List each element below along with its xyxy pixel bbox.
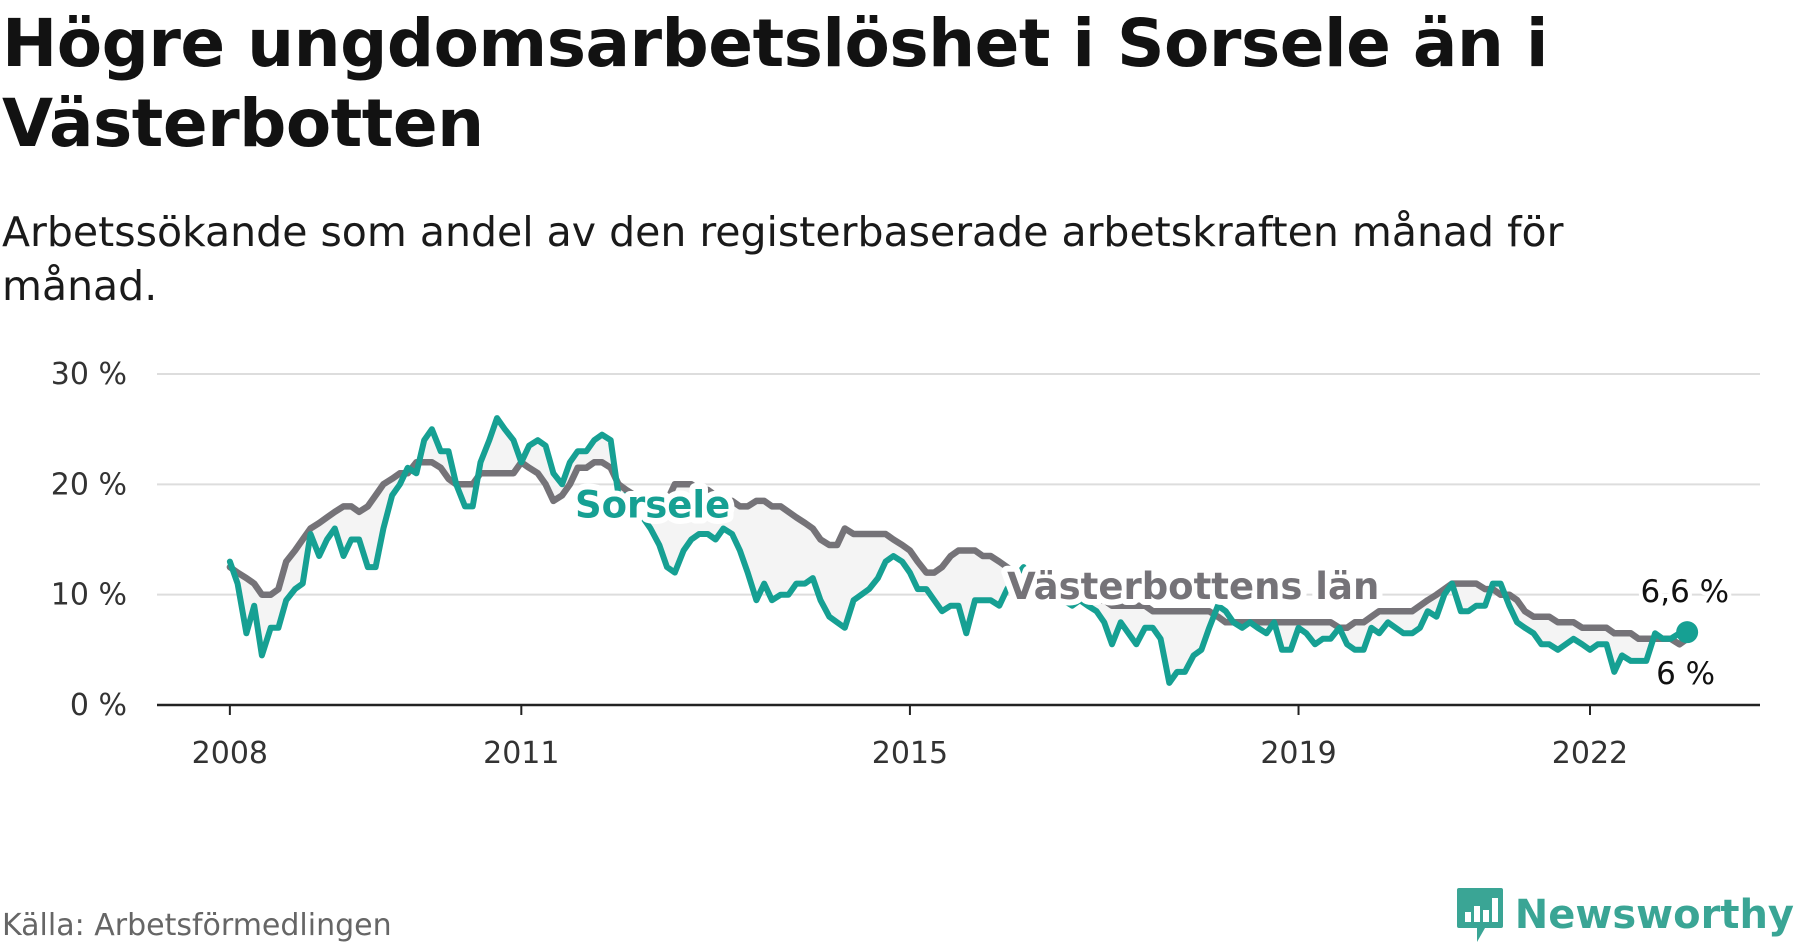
end-value-sorsele: 6,6 % [1641,574,1730,610]
y-tick-label: 30 % [51,357,127,392]
x-tick-label: 2015 [872,736,948,771]
chart-title: Högre ungdomsarbetslöshet i Sorsele än i… [2,5,1549,162]
series-line-vasterbotten [226,459,1691,648]
series-lines [226,415,1699,686]
chart-subtitle: Arbetssökande som andel av den registerb… [2,208,1564,310]
x-tick-label: 2011 [483,736,559,771]
x-tick-label: 2008 [192,736,268,771]
gridlines [157,373,1760,715]
y-tick-label: 0 % [70,688,127,723]
end-value-vasterbotten: 6 % [1656,656,1715,692]
x-tick-label: 2019 [1260,736,1336,771]
brand-name: Newsworthy [1514,892,1794,938]
series-line-sorsele [226,415,1691,686]
sorsele-end-marker [1676,621,1699,644]
source-note: Källa: Arbetsförmedlingen [2,908,392,943]
chart-labels: 0 % 10 % 20 % 30 % 2008 2011 2015 2019 2022 Sorse… [51,357,1733,771]
y-tick-label: 20 % [51,467,127,502]
newsworthy-logo-icon [1456,888,1503,942]
series-label-sorsele: Sorsele [575,483,730,526]
y-tick-label: 10 % [51,578,127,613]
x-tick-label: 2022 [1552,736,1628,771]
brand-logo: Newsworthy [1455,886,1794,944]
series-label-vasterbotten: Västerbottens län [1007,565,1379,608]
